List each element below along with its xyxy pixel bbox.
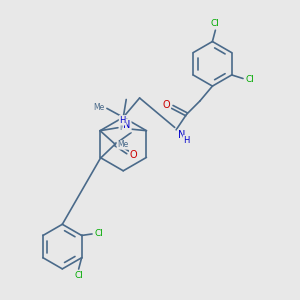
- Text: N: N: [123, 120, 131, 130]
- Text: Cl: Cl: [94, 229, 103, 238]
- Text: O: O: [163, 100, 170, 110]
- Text: O: O: [130, 150, 137, 160]
- Text: H: H: [183, 136, 190, 145]
- Text: H: H: [119, 116, 126, 125]
- Text: Cl: Cl: [211, 19, 220, 28]
- Text: N: N: [178, 130, 185, 140]
- Text: Me: Me: [120, 123, 131, 132]
- Text: Cl: Cl: [245, 75, 254, 84]
- Text: Me: Me: [93, 103, 104, 112]
- Text: Cl: Cl: [74, 271, 83, 280]
- Text: Me: Me: [117, 140, 128, 149]
